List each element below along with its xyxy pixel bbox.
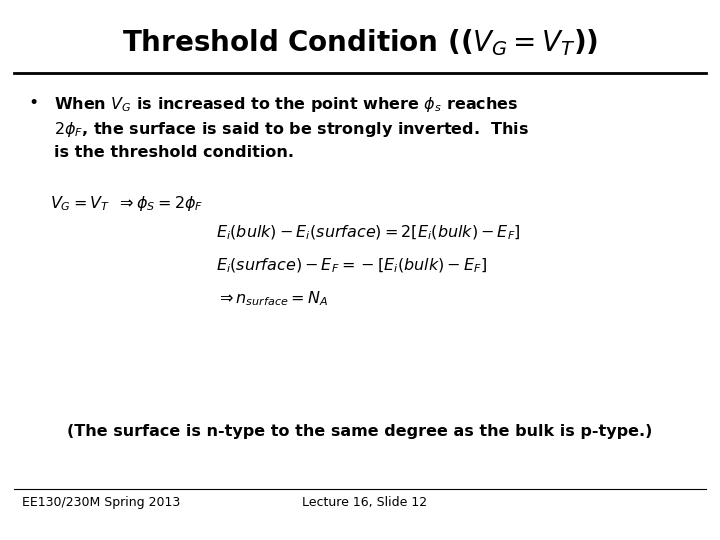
Text: is the threshold condition.: is the threshold condition.	[54, 145, 294, 160]
Text: When $V_G$ is increased to the point where $\phi_s$ reaches: When $V_G$ is increased to the point whe…	[54, 94, 518, 113]
Text: $E_i(surface) - E_F = -\left[E_i(bulk) - E_F\right]$: $E_i(surface) - E_F = -\left[E_i(bulk) -…	[216, 256, 487, 275]
Text: •: •	[29, 94, 39, 112]
Text: (The surface is n-type to the same degree as the bulk is p-type.): (The surface is n-type to the same degre…	[67, 424, 653, 439]
Text: Lecture 16, Slide 12: Lecture 16, Slide 12	[302, 496, 428, 509]
Text: $V_G = V_T \;\;\Rightarrow \phi_S = 2\phi_F$: $V_G = V_T \;\;\Rightarrow \phi_S = 2\ph…	[50, 194, 204, 213]
Text: Threshold Condition ($\mathbf{(}V_G = V_T\mathbf{)}$): Threshold Condition ($\mathbf{(}V_G = V_…	[122, 27, 598, 58]
Text: $E_i(bulk) - E_i(surface) = 2\left[E_i(bulk) - E_F\right]$: $E_i(bulk) - E_i(surface) = 2\left[E_i(b…	[216, 224, 521, 242]
Text: EE130/230M Spring 2013: EE130/230M Spring 2013	[22, 496, 180, 509]
Text: $2\phi_F$, the surface is said to be strongly inverted.  This: $2\phi_F$, the surface is said to be str…	[54, 120, 528, 139]
Text: $\Rightarrow n_{surface} = N_A$: $\Rightarrow n_{surface} = N_A$	[216, 289, 328, 308]
